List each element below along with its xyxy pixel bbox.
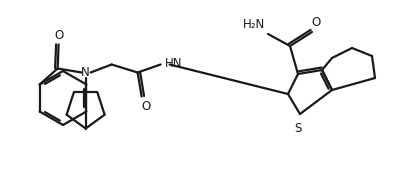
- Text: O: O: [141, 100, 150, 113]
- Text: N: N: [81, 66, 90, 79]
- Text: S: S: [294, 122, 302, 135]
- Text: O: O: [54, 28, 63, 42]
- Text: HN: HN: [164, 57, 182, 70]
- Text: O: O: [311, 16, 321, 29]
- Text: H₂N: H₂N: [243, 18, 265, 31]
